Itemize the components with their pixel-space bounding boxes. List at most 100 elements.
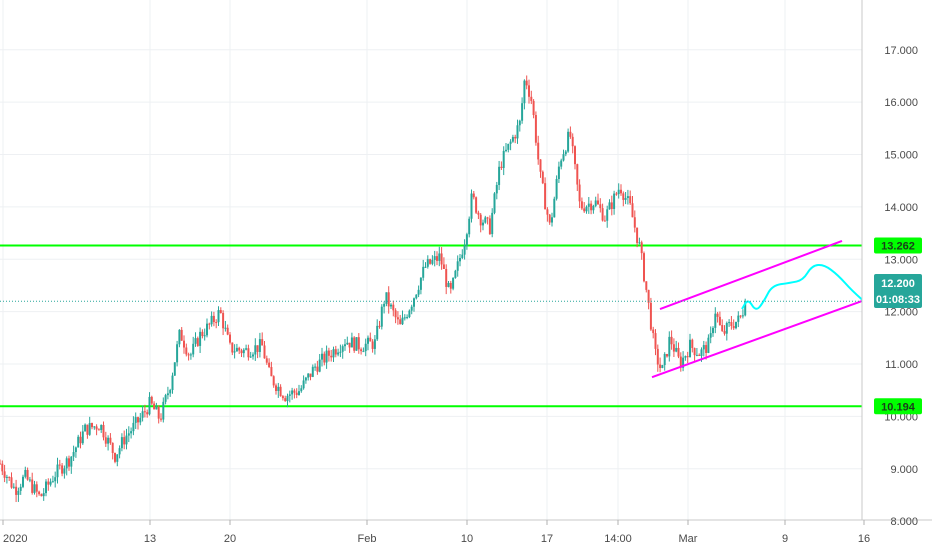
price-axis-panel[interactable]: [862, 0, 932, 520]
price-tick-label: 17.000: [884, 45, 918, 57]
candle-body: [56, 464, 59, 478]
time-axis-panel[interactable]: [0, 520, 932, 550]
candle-body: [275, 385, 277, 391]
candle-body: [180, 329, 183, 341]
candle-body: [130, 431, 133, 434]
candle-body: [500, 166, 503, 168]
candle-body: [521, 103, 524, 121]
candle-body: [40, 494, 43, 497]
candle-body: [488, 218, 491, 235]
candle-body: [422, 266, 425, 278]
countdown-label: 01:08:33: [876, 294, 920, 306]
candle-body: [206, 323, 208, 336]
candle-body: [245, 348, 248, 350]
candle-body: [72, 452, 75, 457]
candle-body: [192, 343, 195, 355]
price-tick-label: 10.000: [884, 411, 918, 423]
candle-body: [61, 465, 64, 474]
candle-body: [502, 150, 505, 168]
candle-body: [235, 347, 238, 352]
candle-body: [28, 479, 31, 481]
candle-body: [691, 339, 694, 349]
candle-body: [288, 394, 291, 396]
candle-body: [507, 143, 510, 150]
candle-body: [551, 217, 553, 223]
candle-body: [35, 484, 38, 492]
channel-upper-line[interactable]: [659, 240, 843, 310]
candle-body: [721, 325, 724, 331]
projection-curve[interactable]: [741, 264, 871, 310]
candle-body: [8, 476, 11, 478]
candle-body: [652, 329, 655, 334]
candle-body: [341, 346, 344, 352]
candle-body: [583, 208, 586, 212]
candle-body: [3, 471, 6, 478]
candle-body: [514, 136, 517, 139]
candle-body: [744, 301, 747, 316]
candle-body: [118, 448, 121, 455]
price-tick-label: 11.000: [885, 359, 918, 371]
candle-body: [116, 454, 119, 462]
horizontal-levels[interactable]: [0, 244, 862, 408]
last-price-label: 12.200: [881, 278, 915, 290]
candle-body: [318, 359, 321, 372]
candle-body: [134, 417, 137, 423]
candle-body: [626, 196, 629, 199]
candle-body: [654, 333, 657, 349]
candle-body: [1, 463, 4, 472]
candle-body: [663, 354, 666, 366]
candle-body: [649, 302, 652, 330]
time-tick-label: 20: [224, 533, 236, 545]
candle-body: [189, 354, 192, 356]
candle-body: [162, 401, 165, 420]
channel-lower-line[interactable]: [651, 295, 877, 379]
candle-body: [714, 313, 717, 328]
candle-body: [436, 256, 438, 261]
candle-body: [408, 310, 411, 318]
candle-body: [367, 337, 369, 344]
candle-body: [201, 331, 204, 337]
candle-body: [330, 355, 333, 358]
candle-body: [15, 486, 18, 495]
candle-body: [638, 242, 641, 244]
candle-body: [286, 395, 289, 402]
candle-body: [146, 412, 149, 415]
candle-body: [309, 373, 312, 377]
candle-body: [390, 304, 392, 307]
candle-body: [576, 164, 579, 185]
candle-body: [47, 481, 50, 485]
candle-body: [208, 323, 211, 325]
candle-body: [337, 352, 340, 355]
candle-body: [311, 366, 314, 377]
candle-body: [383, 303, 386, 307]
candle-body: [183, 340, 185, 348]
candle-body: [357, 337, 360, 350]
candle-body: [442, 264, 445, 269]
candle-body: [293, 390, 296, 393]
candle-body: [362, 351, 365, 353]
candle-body: [564, 151, 567, 155]
candle-body: [477, 212, 480, 215]
candle-body: [231, 342, 234, 353]
candle-body: [371, 341, 374, 349]
candle-body: [346, 342, 349, 345]
candle-body: [325, 350, 328, 363]
candle-body: [645, 281, 648, 290]
candle-body: [176, 344, 179, 363]
candle-body: [226, 327, 229, 335]
candle-body: [17, 490, 20, 495]
candle-body: [178, 329, 181, 345]
trend-channel[interactable]: [651, 240, 877, 379]
candle-body: [385, 292, 388, 304]
candle-body: [537, 142, 540, 160]
candle-body: [81, 431, 84, 444]
candle-body: [661, 365, 664, 368]
candle-body: [258, 339, 261, 352]
projection-path[interactable]: [741, 264, 871, 310]
candle-body: [0, 463, 1, 465]
candle-body: [187, 354, 190, 356]
candle-body: [63, 468, 66, 474]
candle-body: [212, 315, 215, 323]
candle-body: [479, 214, 482, 226]
